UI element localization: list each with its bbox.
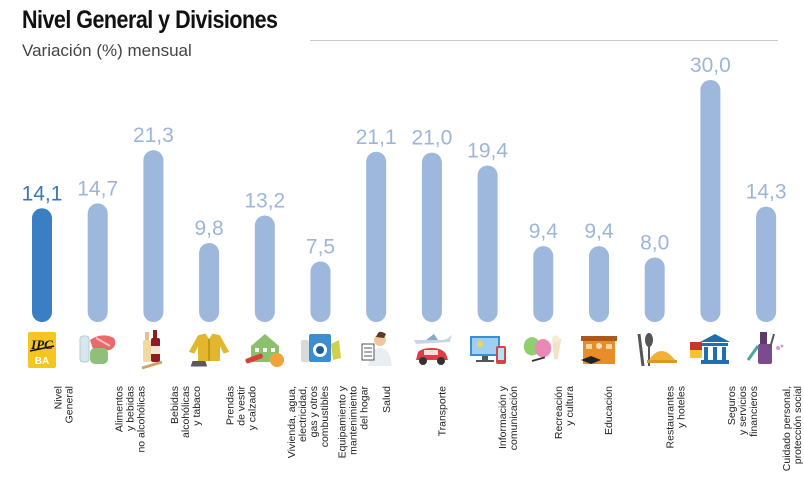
bar-9	[533, 246, 554, 322]
value-label-4: 13,2	[244, 190, 285, 213]
category-label-text: Cuidado personal, protección social y ot…	[781, 386, 804, 472]
category-label-text: Seguros y servicios financieros	[725, 386, 760, 437]
category-label-text: Equipamiento y mantenimiento del hogar	[336, 386, 370, 459]
bar-1	[87, 203, 108, 322]
bar-10	[589, 246, 609, 322]
value-label-7: 21,0	[411, 127, 452, 150]
category-label-text: Recreación y cultura	[553, 386, 577, 440]
category-label-text: Restaurantes y hoteles	[664, 386, 688, 449]
wine-bottles-icon	[131, 330, 175, 370]
chart-title: Nivel General y Divisiones	[22, 6, 278, 34]
svg-text:BA: BA	[35, 356, 49, 367]
svg-text:IPC: IPC	[30, 337, 53, 352]
value-label-1: 14,7	[77, 177, 118, 200]
category-label-text: Salud	[380, 386, 393, 413]
bar-13	[756, 206, 777, 322]
category-label-text: Información y comunicación	[497, 386, 521, 451]
washing-machine-icon	[299, 330, 343, 370]
plane-car-icon	[410, 330, 454, 370]
value-label-9: 9,4	[529, 220, 559, 243]
ipc-ba-logo-icon: IPC BA	[20, 330, 64, 370]
category-label-text: Educación	[603, 386, 616, 436]
value-label-10: 9,4	[584, 220, 614, 243]
bar-7	[421, 152, 442, 322]
restaurant-cloche-icon	[633, 330, 677, 370]
value-label-3: 9,8	[194, 217, 223, 240]
category-label-text: Transporte	[436, 386, 449, 437]
school-icon	[577, 330, 621, 370]
value-label-8: 19,4	[467, 140, 508, 163]
value-label-12: 30,0	[690, 54, 731, 77]
value-label-0: 14,1	[22, 182, 63, 205]
house-icon	[243, 330, 287, 370]
bar-5	[310, 261, 331, 322]
category-label-text: Alimentos y bebidas no alcohólicas	[113, 386, 148, 453]
food-icon	[76, 330, 120, 370]
category-label-text: Nivel General	[52, 386, 75, 424]
bar-12	[700, 80, 721, 322]
bar-6	[366, 151, 387, 322]
bar-0	[32, 208, 52, 322]
computer-phone-icon	[466, 330, 510, 370]
bar-11	[644, 257, 665, 322]
personal-care-icon	[744, 330, 788, 370]
value-label-5: 7,5	[306, 236, 335, 259]
theater-masks-icon	[521, 330, 565, 370]
category-label-text: Prendas de vestir y calzado	[224, 386, 259, 431]
bar-3	[199, 242, 220, 322]
value-label-11: 8,0	[640, 231, 669, 254]
bar-2	[143, 150, 164, 322]
jacket-shoe-icon	[187, 330, 231, 370]
bank-icon	[688, 330, 732, 370]
chart-subtitle: Variación (%) mensual	[22, 41, 192, 60]
doctor-icon	[354, 330, 398, 370]
bar-8	[477, 165, 498, 322]
bar-4	[254, 215, 275, 322]
value-label-13: 14,3	[746, 181, 787, 204]
category-label-text: Bebidas alcohólicas y tabaco	[168, 386, 203, 438]
value-label-2: 21,3	[133, 124, 174, 147]
category-label-text: Vivienda, agua, electricidad, gas y otro…	[285, 386, 331, 459]
value-label-6: 21,1	[356, 126, 397, 149]
header-divider	[310, 40, 778, 41]
